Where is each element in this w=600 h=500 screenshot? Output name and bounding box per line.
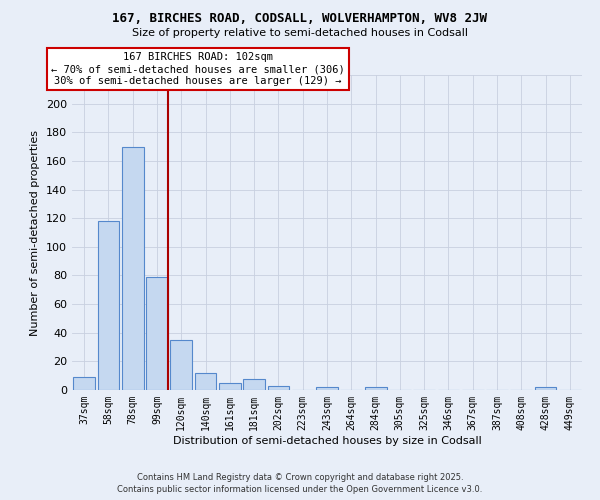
Bar bbox=[535, 387, 556, 390]
Y-axis label: Number of semi-detached properties: Number of semi-detached properties bbox=[31, 130, 40, 336]
Bar bbox=[365, 387, 386, 390]
Text: Contains public sector information licensed under the Open Government Licence v3: Contains public sector information licen… bbox=[118, 486, 482, 494]
Text: Size of property relative to semi-detached houses in Codsall: Size of property relative to semi-detach… bbox=[132, 28, 468, 38]
Bar bbox=[170, 340, 192, 390]
Bar bbox=[146, 277, 168, 390]
Text: 167 BIRCHES ROAD: 102sqm
← 70% of semi-detached houses are smaller (306)
30% of : 167 BIRCHES ROAD: 102sqm ← 70% of semi-d… bbox=[51, 52, 345, 86]
Bar bbox=[122, 146, 143, 390]
Bar bbox=[97, 221, 119, 390]
Text: Contains HM Land Registry data © Crown copyright and database right 2025.: Contains HM Land Registry data © Crown c… bbox=[137, 473, 463, 482]
Text: 167, BIRCHES ROAD, CODSALL, WOLVERHAMPTON, WV8 2JW: 167, BIRCHES ROAD, CODSALL, WOLVERHAMPTO… bbox=[113, 12, 487, 26]
X-axis label: Distribution of semi-detached houses by size in Codsall: Distribution of semi-detached houses by … bbox=[173, 436, 481, 446]
Bar bbox=[316, 387, 338, 390]
Bar bbox=[268, 386, 289, 390]
Bar bbox=[243, 378, 265, 390]
Bar bbox=[73, 377, 95, 390]
Bar bbox=[194, 373, 217, 390]
Bar bbox=[219, 383, 241, 390]
